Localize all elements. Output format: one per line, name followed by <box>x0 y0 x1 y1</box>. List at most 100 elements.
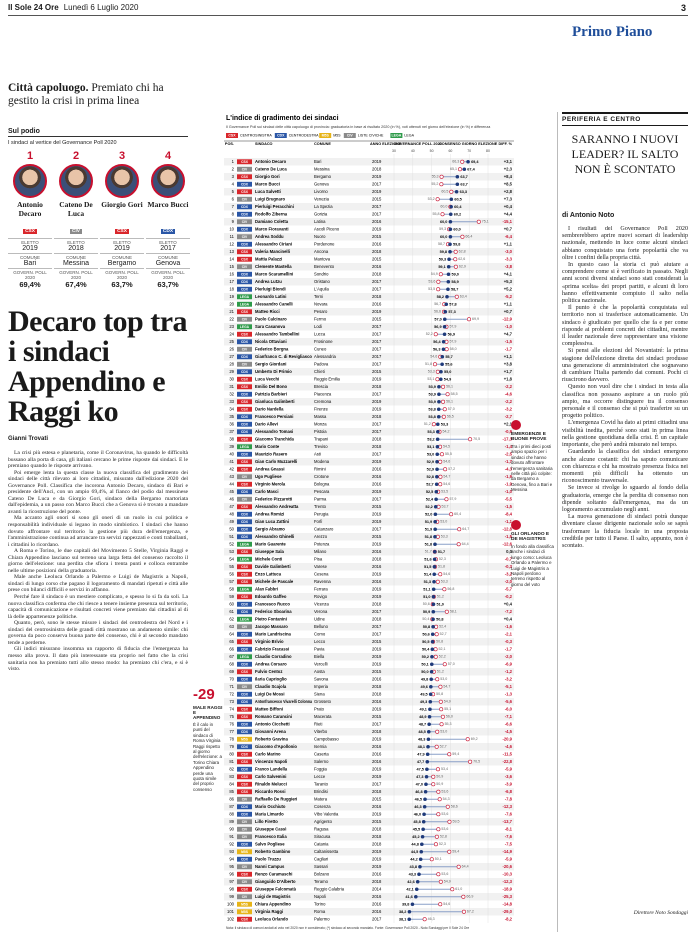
party-tag <box>237 196 252 202</box>
party-code: CDX <box>241 632 249 636</box>
difference: -1,2 <box>505 669 513 674</box>
election-year: 2017 <box>372 204 382 209</box>
party-code: LEGA <box>240 617 250 621</box>
row-band <box>224 218 514 226</box>
poll-dot <box>432 564 437 569</box>
mayor-name: Luigi De Mossi <box>255 691 285 696</box>
election-label: 54,9 <box>431 272 438 276</box>
party-tag <box>237 571 252 577</box>
poll-label: 50,0 <box>421 670 428 674</box>
poll-dot <box>430 639 435 644</box>
difference: -12,8 <box>502 526 512 531</box>
election-year: 2016 <box>372 759 382 764</box>
portrait <box>151 164 185 198</box>
party-code: CDX <box>241 722 249 726</box>
difference: -5,2 <box>505 294 513 299</box>
poll-dot <box>433 519 437 524</box>
city: Parma <box>314 496 327 501</box>
party-code: CDX <box>241 212 249 216</box>
position: 84 <box>229 781 234 786</box>
city: Pesaro <box>314 309 328 314</box>
party-code: CSX <box>241 407 249 411</box>
party-code: CSX <box>241 437 249 441</box>
poll-label: 50,2 <box>422 655 429 659</box>
top-rule <box>8 15 688 16</box>
mayor-name: Marco Bucci <box>255 181 280 186</box>
election-year: 2019 <box>372 586 382 591</box>
mayor-name: Dario Allevi <box>255 421 278 426</box>
party-code: CSX <box>241 482 249 486</box>
poll-label: 48,5 <box>418 730 425 734</box>
row-band <box>224 593 514 601</box>
election-year: 2019 <box>372 811 382 816</box>
election-label: 59,5 <box>452 820 459 824</box>
election-label: 54,7 <box>443 685 450 689</box>
mayor-name: Carlo Marino <box>255 751 281 756</box>
poll-dot <box>428 707 432 712</box>
party-tag <box>237 661 252 667</box>
election-label: 56,5 <box>447 415 454 419</box>
poll-dot <box>429 669 434 674</box>
party-code: CDX <box>241 767 249 771</box>
party-tag <box>237 226 252 232</box>
poll-dot <box>415 879 420 884</box>
party-code: CSX <box>241 752 249 756</box>
poll-label: 57,3 <box>448 310 455 314</box>
position: 48 <box>229 511 234 516</box>
party-tag <box>237 466 252 472</box>
party-tag <box>237 234 252 240</box>
mayor-name: Chiara Appendino <box>255 901 291 906</box>
city: Rovigo <box>314 594 328 599</box>
poll-dot <box>429 684 433 689</box>
party-code: CIV <box>242 625 248 629</box>
party-code: CDX <box>241 700 249 704</box>
city: Trapani <box>314 436 328 441</box>
party-code: CIV <box>242 895 248 899</box>
difference: +1,1 <box>504 301 513 306</box>
poll-label: 57,8 <box>449 302 456 306</box>
row-band <box>224 735 514 743</box>
poll-dot <box>426 737 431 742</box>
poll-label: 60,5 <box>454 197 461 201</box>
difference: -6,0 <box>505 706 513 711</box>
column-header: GOVERNANCE POLL 2020 <box>394 142 442 146</box>
mayor-name: Sergio Giordani <box>255 361 286 366</box>
row-band <box>224 240 514 248</box>
party-code: CIV <box>242 235 248 239</box>
election-label: 53,1 <box>427 377 434 381</box>
mayor-name: Gianfranco C. di Revigliasco <box>255 354 312 359</box>
row-band <box>224 855 514 863</box>
position: 50 <box>229 526 234 531</box>
poll-label: 47,9 <box>417 752 424 756</box>
election-year: 2016 <box>372 219 382 224</box>
position: 14 <box>229 256 234 261</box>
difference: -7,8 <box>505 796 513 801</box>
mayor-name: Giuseppe Sala <box>255 549 285 554</box>
poll-label: 50,4 <box>422 647 430 651</box>
party-tag <box>237 444 252 450</box>
party-code: CIV <box>242 497 248 501</box>
position: 96 <box>229 871 234 876</box>
poll-dot <box>428 692 433 697</box>
position: 4 <box>232 181 235 186</box>
election-label: 50,8 <box>436 640 443 644</box>
poll-dot <box>449 204 453 209</box>
row-band <box>224 653 514 661</box>
difference: -22,8 <box>502 759 512 764</box>
election-year: 2018 <box>372 601 382 606</box>
mayor-name: Damiano Coletta <box>255 219 289 224</box>
difference: -12,9 <box>502 316 512 321</box>
election-year: 2019 <box>372 159 382 164</box>
election-year: 2019 <box>372 571 382 576</box>
election-year: 2019 <box>372 654 382 659</box>
city: Pisa <box>314 556 323 561</box>
party-code: CIV <box>242 347 248 351</box>
row-band <box>224 383 514 391</box>
election-dot <box>433 842 438 847</box>
mayor-name: Federico Sboarina <box>255 609 292 614</box>
poll-dot <box>441 347 446 352</box>
election-label: 54,6 <box>443 482 450 486</box>
party-tag <box>237 654 252 660</box>
poll-label: GOVERN. POLL 2020 <box>146 268 190 280</box>
election-label: 55,1 <box>444 707 451 711</box>
